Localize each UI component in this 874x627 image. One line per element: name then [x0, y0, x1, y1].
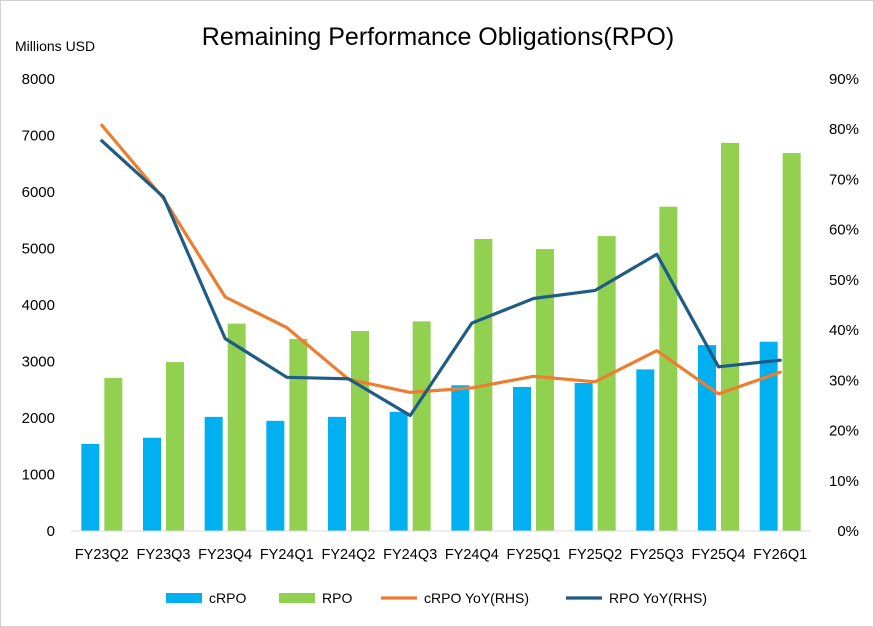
- bar-rpo: [536, 249, 554, 531]
- bar-crpo: [698, 345, 716, 531]
- category-label: FY24Q1: [260, 547, 314, 563]
- bar-crpo: [513, 386, 531, 531]
- left-tick-label: 6000: [22, 184, 55, 201]
- legend-swatch: [279, 593, 315, 603]
- right-tick-label: 10%: [829, 473, 859, 490]
- right-tick-label: 20%: [829, 423, 859, 440]
- legend-label: cRPO YoY(RHS): [424, 590, 529, 606]
- left-tick-label: 5000: [22, 241, 55, 258]
- left-tick-label: 2000: [22, 410, 55, 427]
- bar-rpo: [104, 377, 123, 531]
- bar-crpo: [266, 420, 285, 531]
- line-rpo-yoy-rhs-: [100, 139, 782, 418]
- category-label: FY23Q4: [198, 547, 252, 563]
- bar-rpo: [289, 338, 308, 531]
- bar-rpo: [721, 142, 739, 531]
- category-label: FY24Q4: [445, 547, 499, 563]
- legend-label: cRPO: [209, 590, 246, 606]
- bar-crpo: [759, 341, 778, 531]
- line-series: [100, 123, 782, 418]
- category-label: FY23Q3: [137, 547, 191, 563]
- left-tick-label: 7000: [22, 128, 55, 145]
- bar-rpo: [227, 323, 246, 531]
- right-tick-label: 60%: [829, 222, 859, 239]
- line-crpo-yoy-rhs-: [100, 123, 782, 396]
- bar-crpo: [328, 416, 346, 531]
- right-tick-label: 50%: [829, 272, 859, 289]
- right-tick-label: 90%: [829, 71, 859, 88]
- bar-crpo: [636, 369, 655, 531]
- left-tick-label: 3000: [22, 354, 55, 371]
- category-label: FY25Q3: [630, 547, 684, 563]
- bar-rpo: [659, 206, 678, 531]
- bar-series: [81, 142, 801, 531]
- bar-crpo: [574, 382, 593, 531]
- right-tick-label: 80%: [829, 121, 859, 138]
- right-tick-label: 0%: [837, 523, 859, 540]
- right-tick-label: 70%: [829, 171, 859, 188]
- left-tick-label: 1000: [22, 467, 55, 484]
- legend: cRPO RPO cRPO YoY(RHS) RPO YoY(RHS): [166, 590, 707, 606]
- legend-swatch: [166, 593, 202, 603]
- bar-crpo: [204, 416, 223, 531]
- right-tick-label: 30%: [829, 372, 859, 389]
- category-label: FY25Q2: [568, 547, 622, 563]
- category-label: FY24Q3: [383, 547, 437, 563]
- left-axis-ticks: 0 1000 2000 3000 4000 5000 6000 7000 8000: [22, 71, 55, 540]
- legend-label: RPO YoY(RHS): [609, 590, 707, 606]
- y-axis-unit-label: Millions USD: [15, 38, 95, 54]
- bar-rpo: [597, 236, 616, 531]
- bar-rpo: [782, 153, 801, 531]
- category-label: FY25Q4: [692, 547, 746, 563]
- bar-crpo: [451, 385, 470, 531]
- legend-label: RPO: [322, 590, 352, 606]
- bar-rpo: [412, 321, 431, 531]
- bar-rpo: [351, 330, 369, 531]
- bar-crpo: [143, 437, 161, 531]
- bar-crpo: [81, 443, 100, 531]
- bar-rpo: [166, 362, 184, 531]
- left-tick-label: 0: [47, 523, 55, 540]
- category-labels: FY23Q2 FY23Q3 FY23Q4 FY24Q1 FY24Q2 FY24Q3 FY24…: [75, 547, 807, 563]
- category-label: FY23Q2: [75, 547, 129, 563]
- left-tick-label: 8000: [22, 71, 55, 88]
- category-label: FY26Q1: [753, 547, 807, 563]
- category-label: FY24Q2: [322, 547, 376, 563]
- category-label: FY25Q1: [507, 547, 561, 563]
- right-tick-label: 40%: [829, 322, 859, 339]
- chart-title: Remaining Performance Obligations(RPO): [202, 23, 674, 51]
- bar-crpo: [389, 411, 408, 531]
- left-tick-label: 4000: [22, 297, 55, 314]
- right-axis-ticks: 0% 10% 20% 30% 40% 50% 60% 70% 80% 90%: [829, 71, 859, 540]
